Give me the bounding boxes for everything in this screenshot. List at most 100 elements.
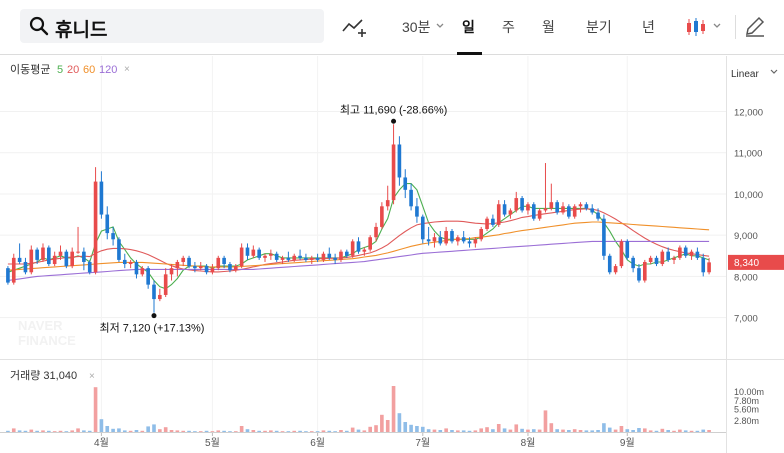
candle-body bbox=[678, 247, 682, 258]
draw-trendline-icon[interactable] bbox=[341, 16, 367, 38]
scale-label[interactable]: Linear bbox=[731, 69, 759, 80]
candle-body bbox=[362, 249, 367, 252]
volume-bar bbox=[216, 430, 221, 432]
volume-bar bbox=[204, 430, 209, 432]
y-tick-label: 9,000 bbox=[734, 231, 758, 242]
volume-bar bbox=[76, 428, 80, 432]
candle-body bbox=[304, 257, 308, 260]
volume-bar bbox=[479, 428, 484, 432]
y-tick-label: 12,000 bbox=[734, 107, 763, 118]
tab-30min[interactable]: 30분 bbox=[402, 19, 431, 35]
tab-week[interactable]: 주 bbox=[502, 19, 515, 35]
candle-body bbox=[251, 249, 256, 256]
candle-body bbox=[292, 255, 297, 260]
volume-bar bbox=[304, 431, 308, 432]
candle-body bbox=[578, 204, 583, 207]
candle-body bbox=[134, 261, 139, 275]
pencil-icon[interactable] bbox=[742, 16, 768, 38]
volume-bar bbox=[648, 430, 653, 432]
candle-body bbox=[456, 237, 460, 242]
volume-bar bbox=[642, 428, 647, 432]
candle-body bbox=[531, 204, 536, 219]
volume-bar bbox=[47, 430, 51, 432]
candle-body bbox=[6, 268, 10, 283]
candle-body bbox=[350, 241, 355, 256]
volume-bar bbox=[496, 424, 501, 432]
candle-body bbox=[602, 218, 606, 256]
volume-bar bbox=[613, 429, 618, 432]
chevron-down-icon[interactable] bbox=[713, 23, 721, 29]
volume-bar bbox=[111, 428, 115, 432]
candle-body bbox=[175, 261, 180, 269]
tab-day[interactable]: 일 bbox=[462, 19, 475, 35]
last-price-tag: 8,340 bbox=[728, 254, 784, 270]
candle-body bbox=[181, 257, 186, 262]
volume-bar bbox=[292, 430, 297, 432]
tab-year[interactable]: 년 bbox=[642, 19, 655, 35]
volume-bar bbox=[87, 430, 92, 432]
candle-body bbox=[485, 218, 489, 229]
volume-bar bbox=[269, 430, 273, 432]
candle-body bbox=[514, 198, 519, 211]
candle-body bbox=[298, 255, 302, 258]
candle-body bbox=[654, 257, 659, 265]
candle-body bbox=[555, 202, 559, 213]
volume-bar bbox=[380, 414, 384, 432]
volume-bar bbox=[356, 429, 361, 432]
close-icon[interactable]: × bbox=[124, 64, 130, 75]
volume-bar bbox=[438, 430, 443, 432]
volume-tick-label: 5.60m bbox=[734, 405, 759, 415]
volume-bar bbox=[210, 431, 215, 432]
candle-body bbox=[467, 241, 472, 244]
close-icon[interactable]: × bbox=[89, 371, 95, 382]
candle-body bbox=[140, 268, 145, 275]
volume-bar bbox=[707, 430, 711, 432]
candle-body bbox=[666, 251, 670, 260]
volume-bar bbox=[397, 413, 402, 432]
y-tick-label: 11,000 bbox=[734, 149, 762, 160]
candlestick-series bbox=[6, 124, 711, 313]
candle-body bbox=[70, 251, 75, 267]
candle-body bbox=[263, 255, 267, 258]
candle-body bbox=[41, 247, 45, 260]
candle-body bbox=[82, 251, 86, 262]
volume-bar bbox=[286, 431, 291, 432]
candle-body bbox=[461, 237, 466, 242]
candle-body bbox=[549, 202, 554, 209]
volume-bar bbox=[41, 430, 45, 432]
ma-legend-60: 60 bbox=[83, 64, 95, 76]
y-tick-label: 7,000 bbox=[734, 314, 758, 325]
chevron-down-icon[interactable] bbox=[436, 23, 444, 29]
candle-body bbox=[269, 253, 273, 256]
volume-bar bbox=[520, 428, 524, 432]
candle-body bbox=[122, 259, 127, 265]
volume-bar bbox=[280, 431, 285, 432]
candle-body bbox=[17, 257, 22, 262]
chevron-down-icon[interactable] bbox=[770, 69, 778, 74]
candlestick-type-icon[interactable] bbox=[684, 16, 710, 38]
volume-bar bbox=[64, 431, 69, 432]
volume-bar bbox=[555, 429, 559, 432]
price-axis: 12,000 11,000 10,000 9,000 8,000 7,000 bbox=[734, 107, 763, 324]
tab-month[interactable]: 월 bbox=[542, 19, 555, 35]
candle-body bbox=[584, 204, 589, 209]
candle-body bbox=[648, 257, 653, 262]
candle-body bbox=[58, 251, 63, 256]
volume-bar bbox=[701, 429, 706, 432]
candle-body bbox=[707, 262, 711, 273]
volume-bar bbox=[99, 419, 104, 432]
volume-bar bbox=[602, 423, 606, 432]
search-icon bbox=[29, 16, 49, 36]
volume-bar bbox=[450, 430, 454, 432]
stock-search-box[interactable]: 휴니드 bbox=[20, 9, 324, 43]
candle-body bbox=[152, 284, 156, 300]
candle-body bbox=[11, 257, 16, 283]
volume-bar bbox=[426, 429, 431, 432]
tab-quarter[interactable]: 분기 bbox=[586, 19, 612, 35]
stock-chart[interactable]: 이동평균 5 20 60 120 × Linear 12,000 11,000 10… bbox=[0, 56, 784, 453]
volume-bar bbox=[146, 426, 150, 432]
x-tick-label: 9월 bbox=[620, 437, 635, 449]
candle-body bbox=[257, 249, 261, 258]
volume-bar bbox=[619, 426, 624, 432]
stock-name: 휴니드 bbox=[55, 19, 108, 41]
